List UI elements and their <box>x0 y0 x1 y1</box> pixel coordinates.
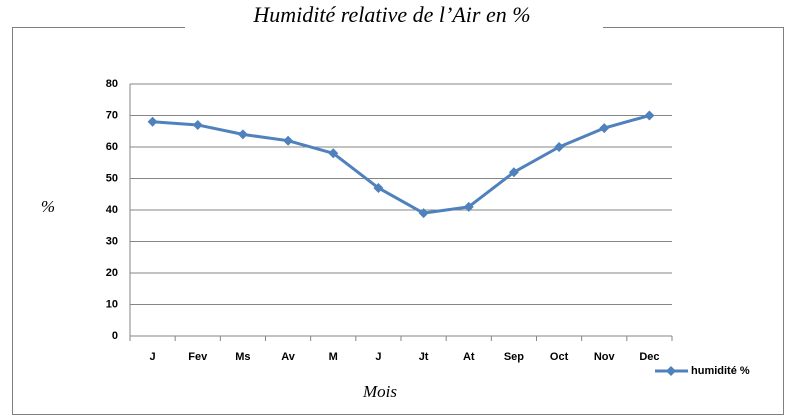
title-background <box>185 10 603 40</box>
data-point <box>373 182 384 193</box>
x-tick-label: M <box>329 351 338 363</box>
y-tick-label: 60 <box>106 141 118 153</box>
y-axis-label: % <box>41 197 55 216</box>
data-point <box>554 142 565 152</box>
data-point <box>599 123 610 134</box>
x-tick-label: Oct <box>550 351 569 363</box>
x-tick-label: Fev <box>188 351 208 363</box>
data-point <box>147 116 158 127</box>
data-point <box>328 148 339 159</box>
x-tick-label: J <box>150 351 156 363</box>
y-tick-label: 80 <box>106 78 118 90</box>
x-tick-label: At <box>463 351 475 363</box>
x-tick-label: Dec <box>639 351 659 363</box>
x-tick-label: Ms <box>235 351 250 363</box>
x-tick-label: Jt <box>419 351 429 363</box>
x-tick-label: Nov <box>594 351 616 363</box>
data-point <box>508 167 519 178</box>
y-tick-label: 40 <box>106 204 118 216</box>
data-point <box>644 110 655 121</box>
y-tick-label: 10 <box>106 298 118 310</box>
data-point <box>463 201 474 212</box>
legend-marker <box>666 366 676 376</box>
x-tick-label: Sep <box>504 351 524 363</box>
legend-label: humidité % <box>691 365 750 377</box>
frame <box>12 27 784 415</box>
y-tick-label: 0 <box>112 330 118 342</box>
x-axis-label: Mois <box>362 382 397 401</box>
data-point <box>283 135 294 146</box>
data-point <box>192 119 203 130</box>
data-point <box>418 208 429 219</box>
data-line <box>152 114 650 215</box>
y-tick-label: 20 <box>106 267 118 279</box>
x-tick-label: J <box>375 351 381 363</box>
y-tick-label: 50 <box>106 172 118 184</box>
data-point <box>237 129 248 140</box>
x-tick-label: Av <box>281 351 296 363</box>
y-tick-label: 70 <box>106 109 118 121</box>
chart-title: Humidité relative de l’Air en % <box>252 2 530 27</box>
y-tick-label: 30 <box>106 235 118 247</box>
